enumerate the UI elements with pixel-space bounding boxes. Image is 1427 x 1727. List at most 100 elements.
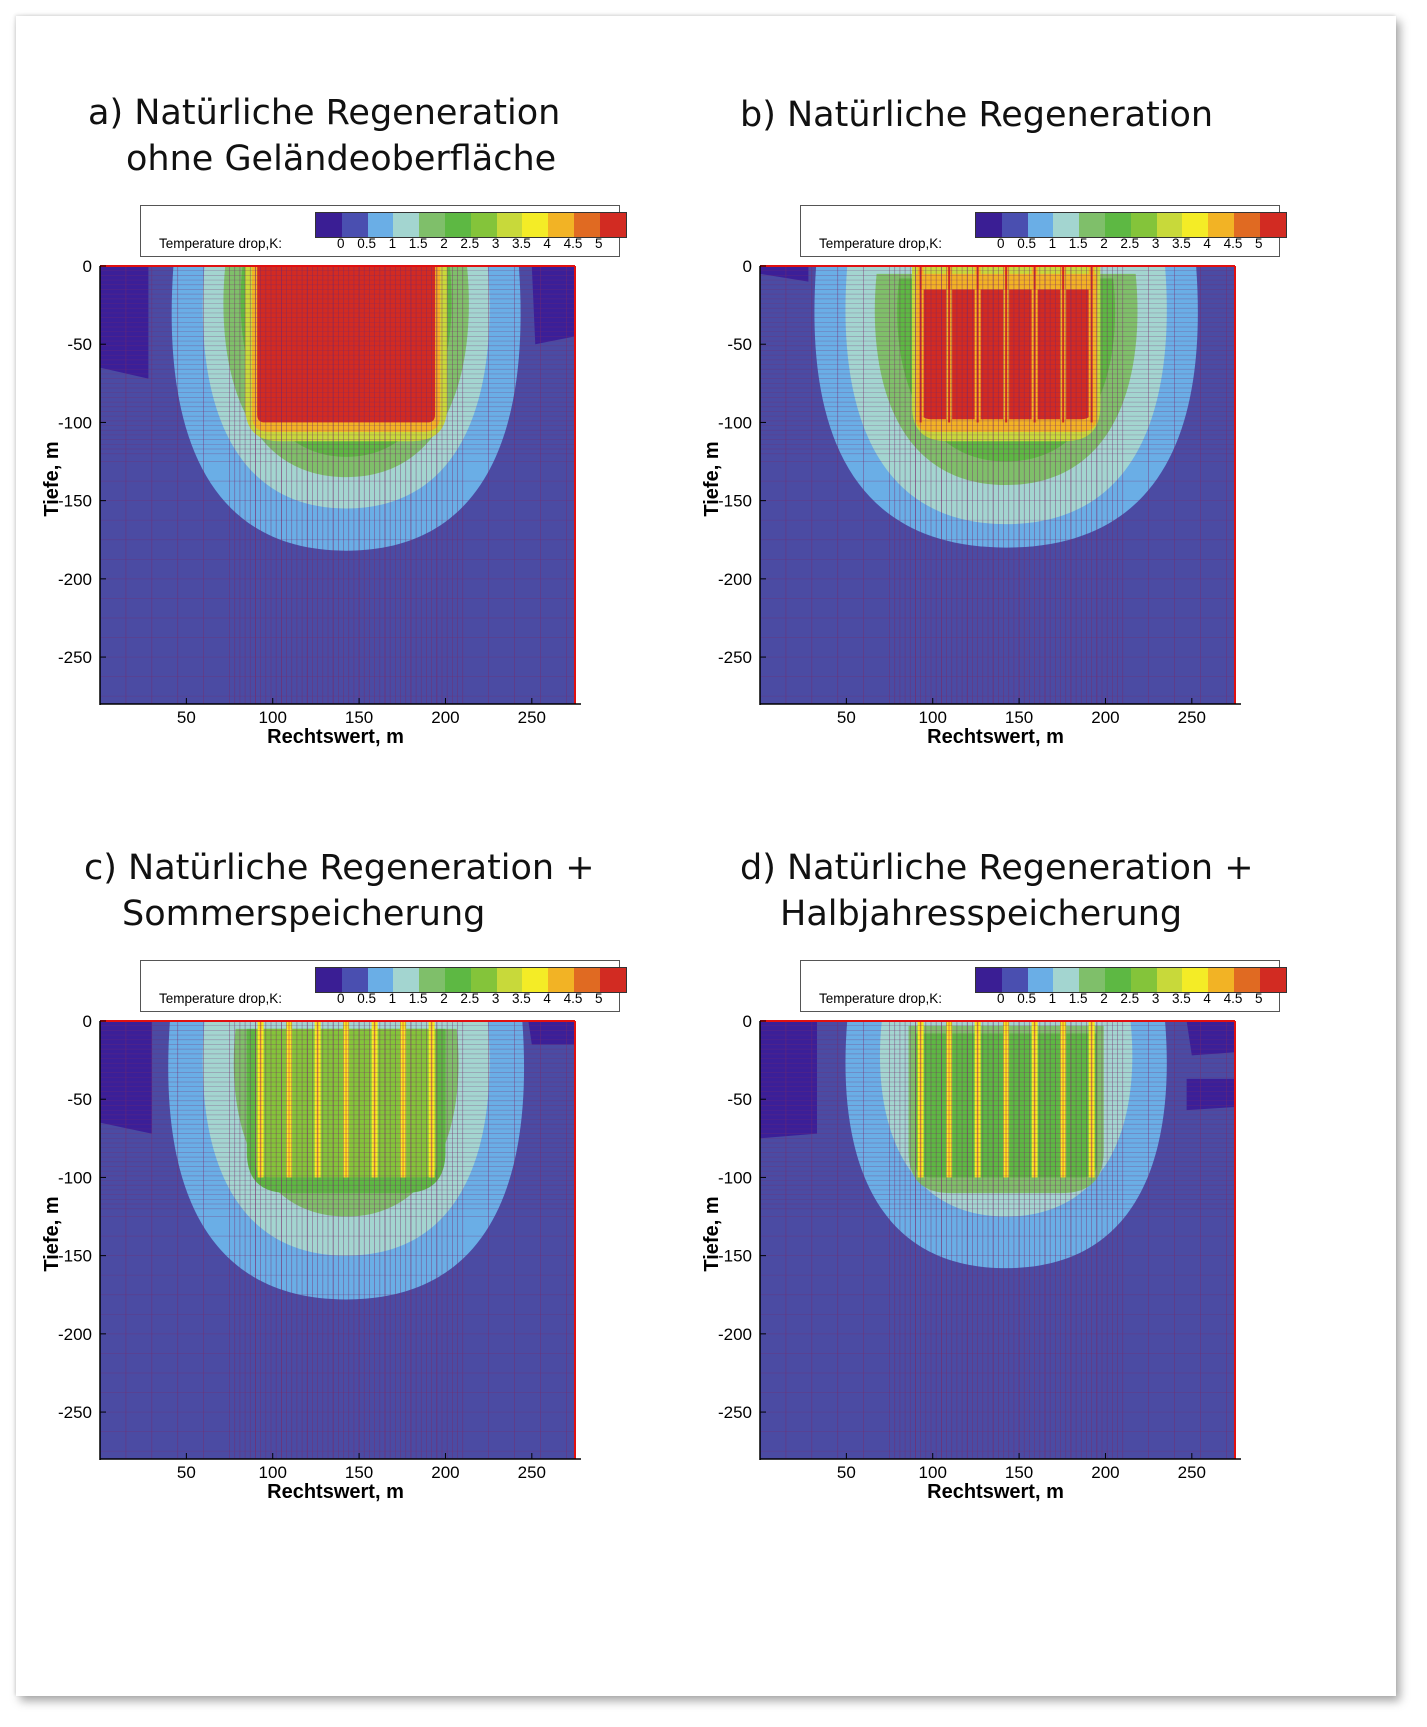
colorbar-swatches — [315, 212, 627, 238]
y-tick-label: -150 — [58, 1247, 92, 1266]
y-tick-label: -100 — [718, 1168, 752, 1187]
colorbar-swatch — [316, 213, 342, 237]
colorbar-tick-label: 1.5 — [408, 236, 428, 251]
colorbar-tick-label: 2 — [440, 991, 448, 1006]
borehole-core — [948, 1021, 951, 1178]
panel-title-line1: a) Natürliche Regeneration — [88, 93, 561, 133]
colorbar-swatches — [975, 212, 1287, 238]
cold-patch-right-top — [1186, 1021, 1235, 1056]
x-tick-label: 50 — [837, 1463, 856, 1482]
colorbar-tick-label: 4.5 — [1223, 236, 1243, 251]
borehole-core — [1062, 1021, 1065, 1178]
chart-panel-a: a) Natürliche Regeneration ohne Geländeob… — [0, 0, 650, 790]
y-tick-label: -250 — [718, 648, 752, 667]
colorbar-tick-label: 3 — [1151, 236, 1160, 251]
colorbar-swatch — [470, 213, 497, 237]
colorbar-tick-label: 0 — [337, 236, 345, 251]
colorbar-tick-label: 5 — [1255, 236, 1263, 251]
colorbar-tick-label: 3 — [491, 991, 500, 1006]
colorbar-swatch — [496, 213, 523, 237]
colorbar-tick-label: 3 — [1151, 991, 1160, 1006]
colorbar-swatch — [1130, 968, 1157, 992]
colorbar-swatch — [1156, 213, 1183, 237]
panel-title-line1: d) Natürliche Regeneration + — [740, 848, 1254, 888]
y-tick-label: -200 — [718, 570, 752, 589]
colorbar-ticks: 0 0.5 1 1.5 2 2.5 3 3.5 4 4.5 5 — [315, 236, 625, 254]
colorbar-swatch — [1053, 213, 1080, 237]
colorbar-swatch — [1053, 968, 1080, 992]
y-axis-title: Tiefe, m — [41, 441, 63, 516]
temperature-plot: 50 100 150 200 250 0 -50 -100 -150 -200 -250 Rechts… — [41, 1012, 581, 1503]
y-tick-label: -200 — [718, 1325, 752, 1344]
x-tick-label: 100 — [919, 1463, 947, 1482]
colorbar-tick-label: 1 — [388, 991, 397, 1006]
colorbar-tick-label: 2 — [440, 236, 448, 251]
colorbar-swatch — [444, 968, 471, 992]
panel-title-line2: ohne Geländeoberfläche — [126, 139, 557, 179]
contour-field — [100, 1021, 575, 1459]
x-tick-label: 250 — [518, 708, 546, 727]
colorbar-tick-label: 4.5 — [563, 236, 583, 251]
x-tick-label: 200 — [431, 1463, 459, 1482]
colorbar-tick-label: 1.5 — [408, 991, 428, 1006]
colorbar-label: Temperature drop,K: — [819, 236, 943, 251]
colorbar-legend: Temperature drop,K: 0 0.5 1 1.5 2 2.5 3 3.5 4 4.5 5 — [800, 960, 1287, 1012]
colorbar-tick-label: 2.5 — [1120, 991, 1140, 1006]
colorbar-swatch — [1079, 968, 1105, 992]
cold-patch-right-mid — [1186, 1078, 1235, 1111]
colorbar-tick-label: 0.5 — [357, 236, 376, 251]
colorbar-tick-label: 3.5 — [1172, 991, 1191, 1006]
colorbar-swatch — [1259, 968, 1286, 992]
colorbar-swatch — [367, 968, 394, 992]
y-tick-label: -250 — [718, 1403, 752, 1422]
colorbar-tick-label: 1.5 — [1068, 991, 1088, 1006]
colorbar-swatch — [1027, 968, 1054, 992]
chart-panel-c: c) Natürliche Regeneration + Sommerspeich… — [0, 755, 650, 1545]
colorbar-tick-label: 2 — [1100, 236, 1108, 251]
panel-title-line1: c) Natürliche Regeneration + — [84, 848, 595, 888]
cold-patch-right — [528, 1021, 575, 1045]
cold-patch-left — [100, 266, 149, 379]
y-axis-title: Tiefe, m — [41, 1196, 63, 1271]
colorbar-swatch — [1104, 213, 1131, 237]
borehole-core — [288, 1021, 291, 1178]
colorbar-tick-label: 4.5 — [563, 991, 583, 1006]
colorbar-ticks: 0 0.5 1 1.5 2 2.5 3 3.5 4 4.5 5 — [315, 991, 625, 1009]
colorbar-tick-label: 3.5 — [1172, 236, 1191, 251]
x-tick-label: 100 — [259, 708, 287, 727]
colorbar-swatches — [975, 967, 1287, 993]
contour-field — [100, 266, 575, 704]
y-tick-label: -100 — [58, 1168, 92, 1187]
mesh-grid — [760, 266, 1235, 704]
x-tick-label: 150 — [1005, 708, 1033, 727]
cold-patch-left — [760, 266, 809, 282]
panel-title-line2: Sommerspeicherung — [122, 894, 486, 934]
colorbar-tick-label: 0.5 — [1017, 991, 1036, 1006]
cold-patch-left — [760, 1021, 817, 1139]
x-tick-label: 200 — [1091, 708, 1119, 727]
contour-level-5 — [257, 266, 436, 423]
colorbar-tick-label: 5 — [595, 991, 603, 1006]
colorbar-swatch — [1001, 213, 1028, 237]
x-tick-label: 50 — [177, 708, 196, 727]
colorbar-swatch — [1208, 968, 1234, 992]
colorbar-swatch — [573, 968, 600, 992]
colorbar-tick-label: 4 — [1203, 991, 1211, 1006]
colorbar-tick-label: 1 — [1048, 991, 1057, 1006]
x-axis-title: Rechtswert, m — [267, 726, 404, 748]
colorbar-swatch — [496, 968, 523, 992]
colorbar-tick-label: 4.5 — [1223, 991, 1243, 1006]
y-axis-title: Tiefe, m — [701, 1196, 723, 1271]
panel-title-line1: b) Natürliche Regeneration — [740, 95, 1214, 135]
colorbar-tick-label: 5 — [1255, 991, 1263, 1006]
borehole-core — [1005, 266, 1008, 423]
contour-field — [760, 266, 1235, 704]
colorbar-tick-label: 2.5 — [460, 236, 480, 251]
colorbar-swatch — [1079, 213, 1105, 237]
temperature-plot: 50 100 150 200 250 0 -50 -100 -150 -200 -250 Rechts… — [701, 257, 1241, 748]
colorbar-swatch — [976, 213, 1002, 237]
x-tick-label: 50 — [837, 708, 856, 727]
colorbar-tick-label: 0.5 — [1017, 236, 1036, 251]
colorbar-swatch — [1259, 213, 1286, 237]
colorbar-swatch — [1104, 968, 1131, 992]
